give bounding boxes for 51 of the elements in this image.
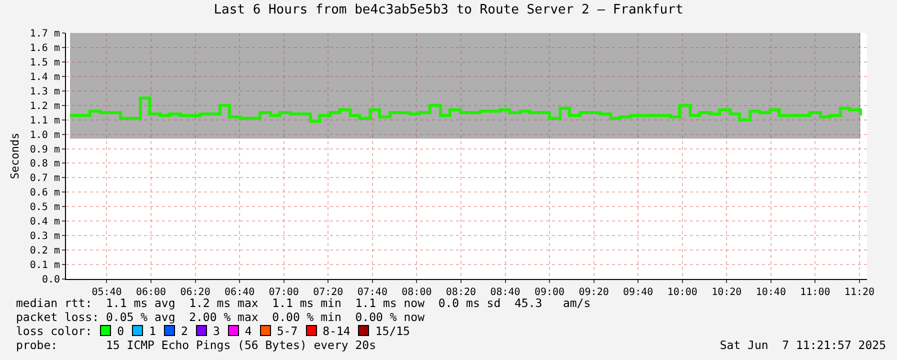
y-tick-label: 0.7 m (30, 173, 60, 184)
x-tick-label: 10:00 (667, 287, 698, 298)
x-tick-label: 05:40 (92, 287, 122, 298)
text: probe: 15 ICMP Echo Pings (56 Bytes) every 20s (16, 338, 376, 352)
x-tick-label: 07:00 (268, 287, 299, 298)
x-tick-label: 10:20 (712, 287, 742, 298)
y-tick-label: 0.6 m (30, 188, 60, 199)
y-tick-label: 0.2 m (30, 246, 60, 257)
y-tick-label: 1.1 m (30, 115, 60, 126)
x-tick-label: 06:20 (180, 287, 210, 298)
x-tick-label: 11:00 (800, 287, 830, 298)
text: 3 (212, 324, 220, 338)
x-tick-label: 06:40 (224, 287, 255, 298)
text: 8-14 (322, 324, 350, 338)
y-axis-title: Seconds (8, 132, 22, 180)
text: 4 (244, 324, 252, 338)
x-tick-label: 06:00 (136, 287, 166, 298)
text: Sat Jun 7 11:21:57 2025 (720, 338, 886, 352)
y-tick-label: 1.7 m (30, 28, 60, 40)
chart-title: Last 6 Hours from be4c3ab5e5b3 to Route Server 2 – Frankfurt (214, 2, 684, 18)
x-tick-label: 08:00 (402, 287, 432, 298)
y-tick-label: 0.0 (42, 274, 60, 286)
y-tick-label: 0.3 m (30, 231, 60, 242)
y-tick-label: 0.9 m (30, 144, 60, 156)
y-tick-label: 0.1 m (30, 260, 60, 272)
y-tick-label: 1.5 m (30, 57, 60, 68)
x-tick-label: 08:40 (490, 287, 520, 298)
x-tick-label: 09:00 (534, 287, 565, 298)
y-tick-label: 0.4 m (30, 216, 60, 228)
x-tick-label: 10:40 (756, 287, 786, 298)
text: median rtt: 1.1 ms avg 1.2 ms max 1.1 ms min 1.1 ms now 0.0 ms sd 45.3 am/s (16, 296, 591, 310)
text: 0 (117, 324, 124, 338)
y-tick-label: 0.5 m (30, 202, 60, 214)
text: 2 (181, 324, 188, 338)
y-tick-label: 1.2 m (30, 100, 60, 112)
y-tick-label: 0.8 m (30, 158, 60, 170)
y-tick-label: 1.4 m (30, 72, 60, 83)
y-tick-label: 1.0 m (30, 130, 60, 141)
x-tick-label: 07:20 (313, 287, 344, 298)
text: loss color: (16, 324, 92, 338)
x-tick-label: 08:20 (446, 287, 476, 298)
x-tick-label: 09:40 (623, 287, 654, 298)
x-tick-label: 09:20 (578, 287, 609, 298)
text: 15/15 (375, 324, 410, 338)
y-tick-label: 1.6 m (30, 42, 60, 54)
text: 5-7 (276, 324, 298, 338)
x-tick-label: 11:20 (844, 287, 875, 298)
x-tick-label: 07:40 (357, 287, 388, 298)
text: 1 (149, 324, 156, 338)
text: packet loss: 0.05 % avg 2.00 % max 0.00 % min 0.00 % now (16, 310, 426, 324)
y-tick-label: 1.3 m (30, 86, 60, 98)
